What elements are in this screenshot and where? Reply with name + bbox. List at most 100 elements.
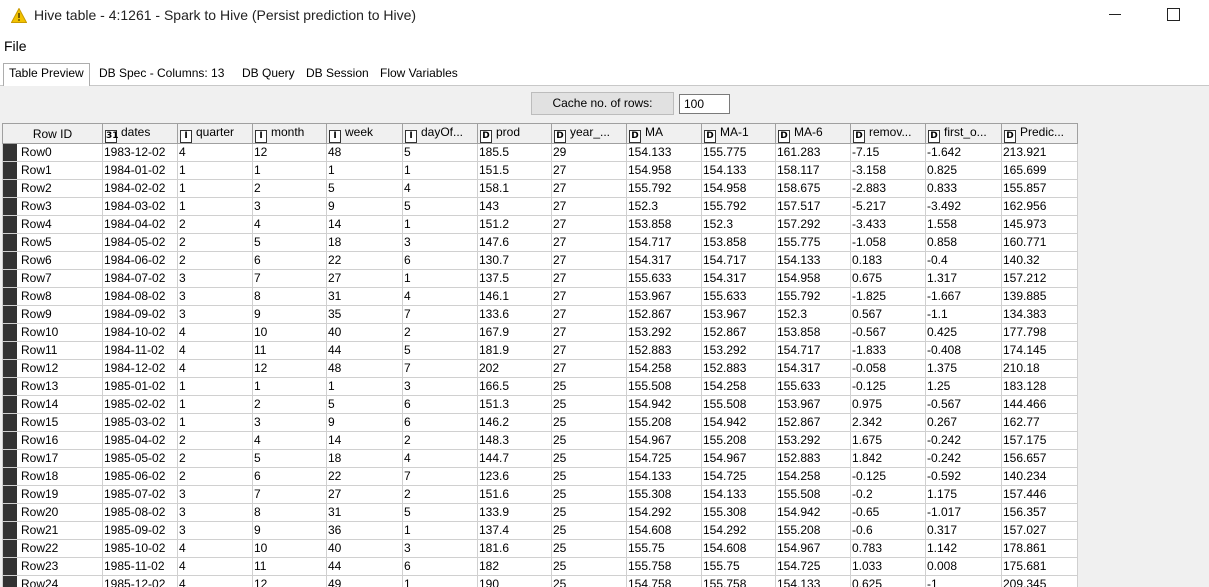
table-cell[interactable]: 158.1 xyxy=(477,179,552,198)
table-cell[interactable]: 1984-09-02 xyxy=(102,305,178,324)
table-cell[interactable]: -1.642 xyxy=(925,143,1002,162)
table-cell[interactable]: 3 xyxy=(177,305,253,324)
table-cell[interactable]: 27 xyxy=(551,251,627,270)
table-cell[interactable]: 154.133 xyxy=(775,251,851,270)
table-cell[interactable]: 27 xyxy=(326,269,403,288)
table-cell[interactable]: 3 xyxy=(252,197,327,216)
table-cell[interactable]: 155.775 xyxy=(701,143,776,162)
table-cell[interactable]: 18 xyxy=(326,449,403,468)
table-cell[interactable]: 1 xyxy=(177,197,253,216)
table-cell[interactable]: -0.2 xyxy=(850,485,926,504)
row-id-cell[interactable]: Row7 xyxy=(2,269,103,288)
table-cell[interactable]: 152.883 xyxy=(701,359,776,378)
table-cell[interactable]: 154.758 xyxy=(626,575,702,587)
table-cell[interactable]: 1984-03-02 xyxy=(102,197,178,216)
table-row[interactable]: Row23 1985-11-02 4 11 44 6 182 25 155.758 155.75 1… xyxy=(2,557,1078,576)
row-id-cell[interactable]: Row8 xyxy=(2,287,103,306)
table-cell[interactable]: 8 xyxy=(252,503,327,522)
table-cell[interactable]: 154.942 xyxy=(701,413,776,432)
table-cell[interactable]: 4 xyxy=(402,179,478,198)
table-cell[interactable]: 0.825 xyxy=(925,161,1002,180)
table-cell[interactable]: 12 xyxy=(252,359,327,378)
table-cell[interactable]: -0.408 xyxy=(925,341,1002,360)
table-cell[interactable]: 27 xyxy=(551,269,627,288)
column-header[interactable]: D MA xyxy=(626,123,702,144)
table-cell[interactable]: 155.508 xyxy=(701,395,776,414)
table-row[interactable]: Row15 1985-03-02 1 3 9 6 146.2 25 155.208 154.942… xyxy=(2,413,1078,432)
table-cell[interactable]: 1985-08-02 xyxy=(102,503,178,522)
column-header-row-id[interactable]: Row ID xyxy=(2,123,103,144)
table-cell[interactable]: 1.033 xyxy=(850,557,926,576)
table-cell[interactable]: 9 xyxy=(252,521,327,540)
table-row[interactable]: Row14 1985-02-02 1 2 5 6 151.3 25 154.942 155.508… xyxy=(2,395,1078,414)
table-cell[interactable]: 202 xyxy=(477,359,552,378)
table-cell[interactable]: -0.592 xyxy=(925,467,1002,486)
table-cell[interactable]: 154.967 xyxy=(701,449,776,468)
table-cell[interactable]: 31 xyxy=(326,287,403,306)
table-cell[interactable]: 0.625 xyxy=(850,575,926,587)
table-cell[interactable]: 177.798 xyxy=(1001,323,1078,342)
table-cell[interactable]: 7 xyxy=(402,467,478,486)
table-cell[interactable]: 1985-01-02 xyxy=(102,377,178,396)
table-cell[interactable]: 1 xyxy=(402,521,478,540)
table-cell[interactable]: 1 xyxy=(252,377,327,396)
table-row[interactable]: Row18 1985-06-02 2 6 22 7 123.6 25 154.133 154.72… xyxy=(2,467,1078,486)
table-cell[interactable]: 123.6 xyxy=(477,467,552,486)
table-cell[interactable]: 1.675 xyxy=(850,431,926,450)
table-cell[interactable]: 151.3 xyxy=(477,395,552,414)
table-cell[interactable]: 5 xyxy=(326,395,403,414)
table-row[interactable]: Row20 1985-08-02 3 8 31 5 133.9 25 154.292 155.30… xyxy=(2,503,1078,522)
table-cell[interactable]: 1.842 xyxy=(850,449,926,468)
table-cell[interactable]: 14 xyxy=(326,215,403,234)
table-cell[interactable]: 29 xyxy=(551,143,627,162)
table-cell[interactable]: 6 xyxy=(252,467,327,486)
menu-file[interactable]: File xyxy=(4,38,27,54)
table-cell[interactable]: -0.65 xyxy=(850,503,926,522)
table-cell[interactable]: 2 xyxy=(177,251,253,270)
table-cell[interactable]: 151.5 xyxy=(477,161,552,180)
table-cell[interactable]: 1 xyxy=(177,161,253,180)
table-cell[interactable]: 133.9 xyxy=(477,503,552,522)
column-header[interactable]: D MA-1 xyxy=(701,123,776,144)
table-cell[interactable]: -3.492 xyxy=(925,197,1002,216)
table-cell[interactable]: 185.5 xyxy=(477,143,552,162)
table-row[interactable]: Row11 1984-11-02 4 11 44 5 181.9 27 152.883 153.2… xyxy=(2,341,1078,360)
table-cell[interactable]: 2.342 xyxy=(850,413,926,432)
table-cell[interactable]: 154.258 xyxy=(626,359,702,378)
table-cell[interactable]: 2 xyxy=(402,431,478,450)
table-cell[interactable]: 5 xyxy=(402,503,478,522)
table-cell[interactable]: 137.5 xyxy=(477,269,552,288)
table-cell[interactable]: 155.758 xyxy=(626,557,702,576)
table-cell[interactable]: 25 xyxy=(551,467,627,486)
table-cell[interactable]: 153.292 xyxy=(775,431,851,450)
maximize-icon[interactable] xyxy=(1167,8,1180,21)
table-cell[interactable]: 7 xyxy=(402,305,478,324)
table-cell[interactable]: 210.18 xyxy=(1001,359,1078,378)
table-cell[interactable]: -1.833 xyxy=(850,341,926,360)
table-cell[interactable]: 153.967 xyxy=(626,287,702,306)
table-cell[interactable]: -0.125 xyxy=(850,467,926,486)
table-cell[interactable]: 155.633 xyxy=(701,287,776,306)
table-cell[interactable]: 154.608 xyxy=(626,521,702,540)
table-cell[interactable]: 139.885 xyxy=(1001,287,1078,306)
table-cell[interactable]: 154.317 xyxy=(775,359,851,378)
row-id-cell[interactable]: Row12 xyxy=(2,359,103,378)
table-cell[interactable]: 1985-07-02 xyxy=(102,485,178,504)
table-cell[interactable]: 152.883 xyxy=(626,341,702,360)
table-cell[interactable]: 154.258 xyxy=(701,377,776,396)
table-cell[interactable]: 2 xyxy=(252,395,327,414)
table-cell[interactable]: 1 xyxy=(252,161,327,180)
table-row[interactable]: Row22 1985-10-02 4 10 40 3 181.6 25 155.75 154.60… xyxy=(2,539,1078,558)
table-cell[interactable]: 174.145 xyxy=(1001,341,1078,360)
table-cell[interactable]: 1985-05-02 xyxy=(102,449,178,468)
table-cell[interactable]: 7 xyxy=(402,359,478,378)
table-cell[interactable]: 1984-12-02 xyxy=(102,359,178,378)
table-cell[interactable]: -0.4 xyxy=(925,251,1002,270)
table-cell[interactable]: 0.008 xyxy=(925,557,1002,576)
table-cell[interactable]: 27 xyxy=(551,341,627,360)
table-cell[interactable]: 44 xyxy=(326,557,403,576)
